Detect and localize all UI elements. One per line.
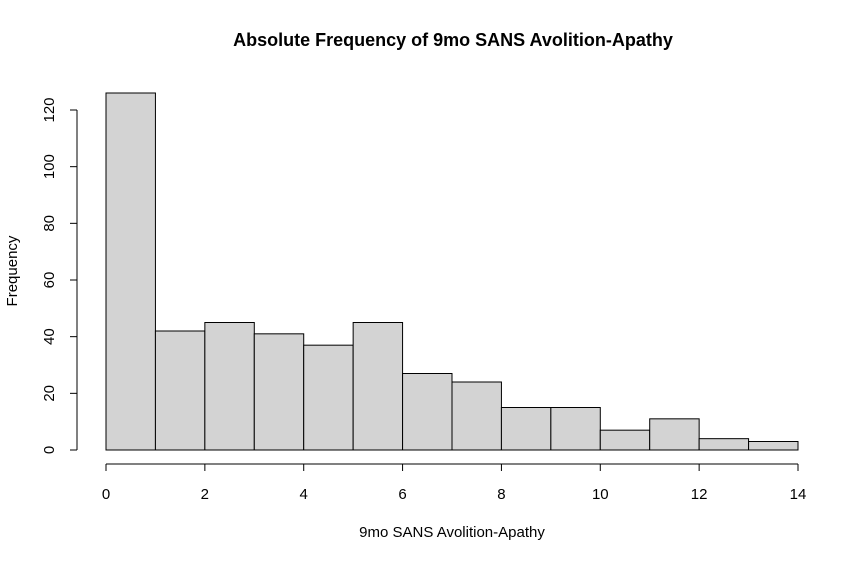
chart-title: Absolute Frequency of 9mo SANS Avolition… [233, 30, 673, 50]
x-axis-label: 9mo SANS Avolition-Apathy [359, 524, 545, 541]
histogram-bar-8 [500, 407, 552, 451]
x-tick-label-1: 2 [201, 486, 209, 503]
histogram-bar-12 [698, 438, 750, 451]
x-tick-label-6: 12 [691, 486, 708, 503]
y-tick-label-4: 80 [41, 215, 58, 232]
histogram-bar-5 [352, 322, 404, 451]
x-tick-label-4: 8 [497, 486, 505, 503]
x-tick-label-0: 0 [102, 486, 110, 503]
x-tick-label-5: 10 [592, 486, 609, 503]
histogram-bar-9 [550, 407, 601, 451]
y-axis-label: Frequency [4, 235, 21, 306]
y-tick-label-3: 60 [41, 272, 58, 289]
y-tick-label-0: 0 [41, 446, 58, 454]
y-tick-label-5: 100 [41, 154, 58, 179]
x-axis: 0 2 4 6 8 10 12 14 [102, 463, 807, 503]
histogram-bar-6 [402, 373, 453, 451]
histogram-bar-7 [451, 381, 502, 451]
histogram-bar-1 [154, 330, 206, 451]
histogram-bar-11 [649, 418, 700, 451]
x-tick-label-3: 6 [398, 486, 406, 503]
y-tick-label-1: 20 [41, 385, 58, 402]
x-tick-label-7: 14 [790, 486, 807, 503]
histogram-bar-4 [303, 344, 354, 451]
histogram-bar-3 [253, 333, 305, 451]
histogram-bar-10 [599, 429, 651, 451]
histogram-bar-0 [105, 92, 156, 451]
y-axis: 0 20 40 60 80 100 120 [41, 97, 78, 454]
histogram-bar-13 [748, 441, 799, 451]
y-tick-label-2: 40 [41, 328, 58, 345]
histogram-bar-2 [204, 322, 255, 451]
x-tick-label-2: 4 [300, 486, 308, 503]
bars-group [105, 92, 799, 451]
y-tick-label-6: 120 [41, 97, 58, 122]
